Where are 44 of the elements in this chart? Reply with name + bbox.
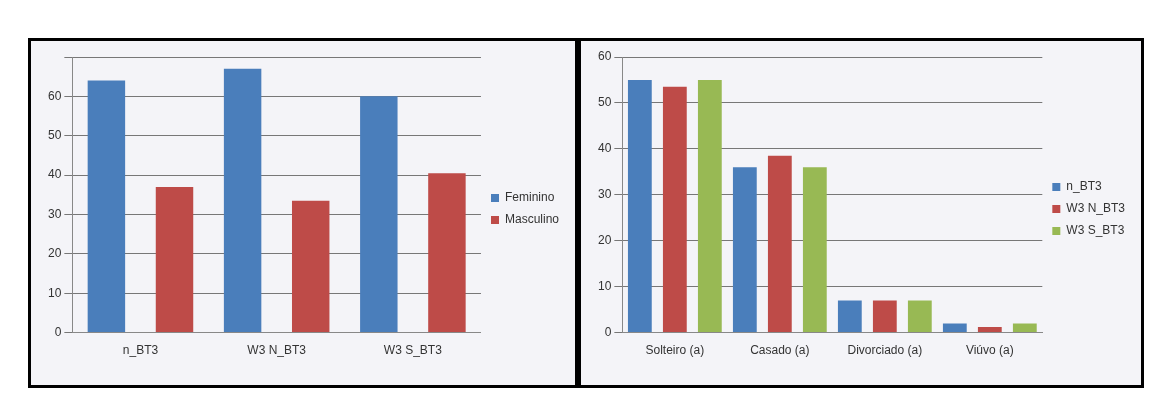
x-tick-label: Viúvo (a) [965,343,1014,358]
x-tick-label: Divorciado (a) [847,343,923,358]
y-tick-label: 60 [597,49,612,64]
bar [87,80,126,333]
bar [662,86,687,333]
y-tick-label: 60 [47,88,62,103]
bar [977,327,1002,333]
legend-label: Feminino [504,190,555,205]
y-tick-label: 20 [47,246,62,261]
y-tick-label: 50 [597,95,612,110]
y-tick-label: 10 [597,278,612,293]
y-tick-label: 10 [47,285,62,300]
y-tick-label: 40 [597,141,612,156]
bar [697,79,722,333]
x-tick-label: W3 N_BT3 [247,343,307,358]
legend-label: W3 S_BT3 [1066,223,1125,238]
x-tick-label: W3 S_BT3 [383,343,443,358]
bar [291,200,330,333]
bar [802,167,827,333]
bar [872,300,897,333]
bar [732,167,757,333]
y-tick-label: 0 [54,324,62,339]
x-tick-label: Casado (a) [750,343,810,358]
bar [360,96,398,333]
y-tick-label: 20 [597,233,612,248]
bar [627,79,652,333]
x-tick-label: Solteiro (a) [645,343,705,358]
bar [907,300,932,333]
bar [155,186,194,333]
legend-label: W3 N_BT3 [1066,201,1126,216]
y-tick-label: 30 [597,187,612,202]
y-tick-label: 50 [47,128,62,143]
bar [837,300,862,333]
y-tick-label: 40 [47,167,62,182]
bar [1012,323,1037,333]
bar [223,68,262,333]
bar [942,323,967,333]
y-tick-label: 30 [47,206,62,221]
legend-label: Masculino [504,212,560,227]
x-tick-label: n_BT3 [122,343,159,358]
bar [767,155,792,333]
legend-label: n_BT3 [1066,179,1102,194]
bar [428,173,466,333]
y-tick-label: 0 [604,324,612,339]
